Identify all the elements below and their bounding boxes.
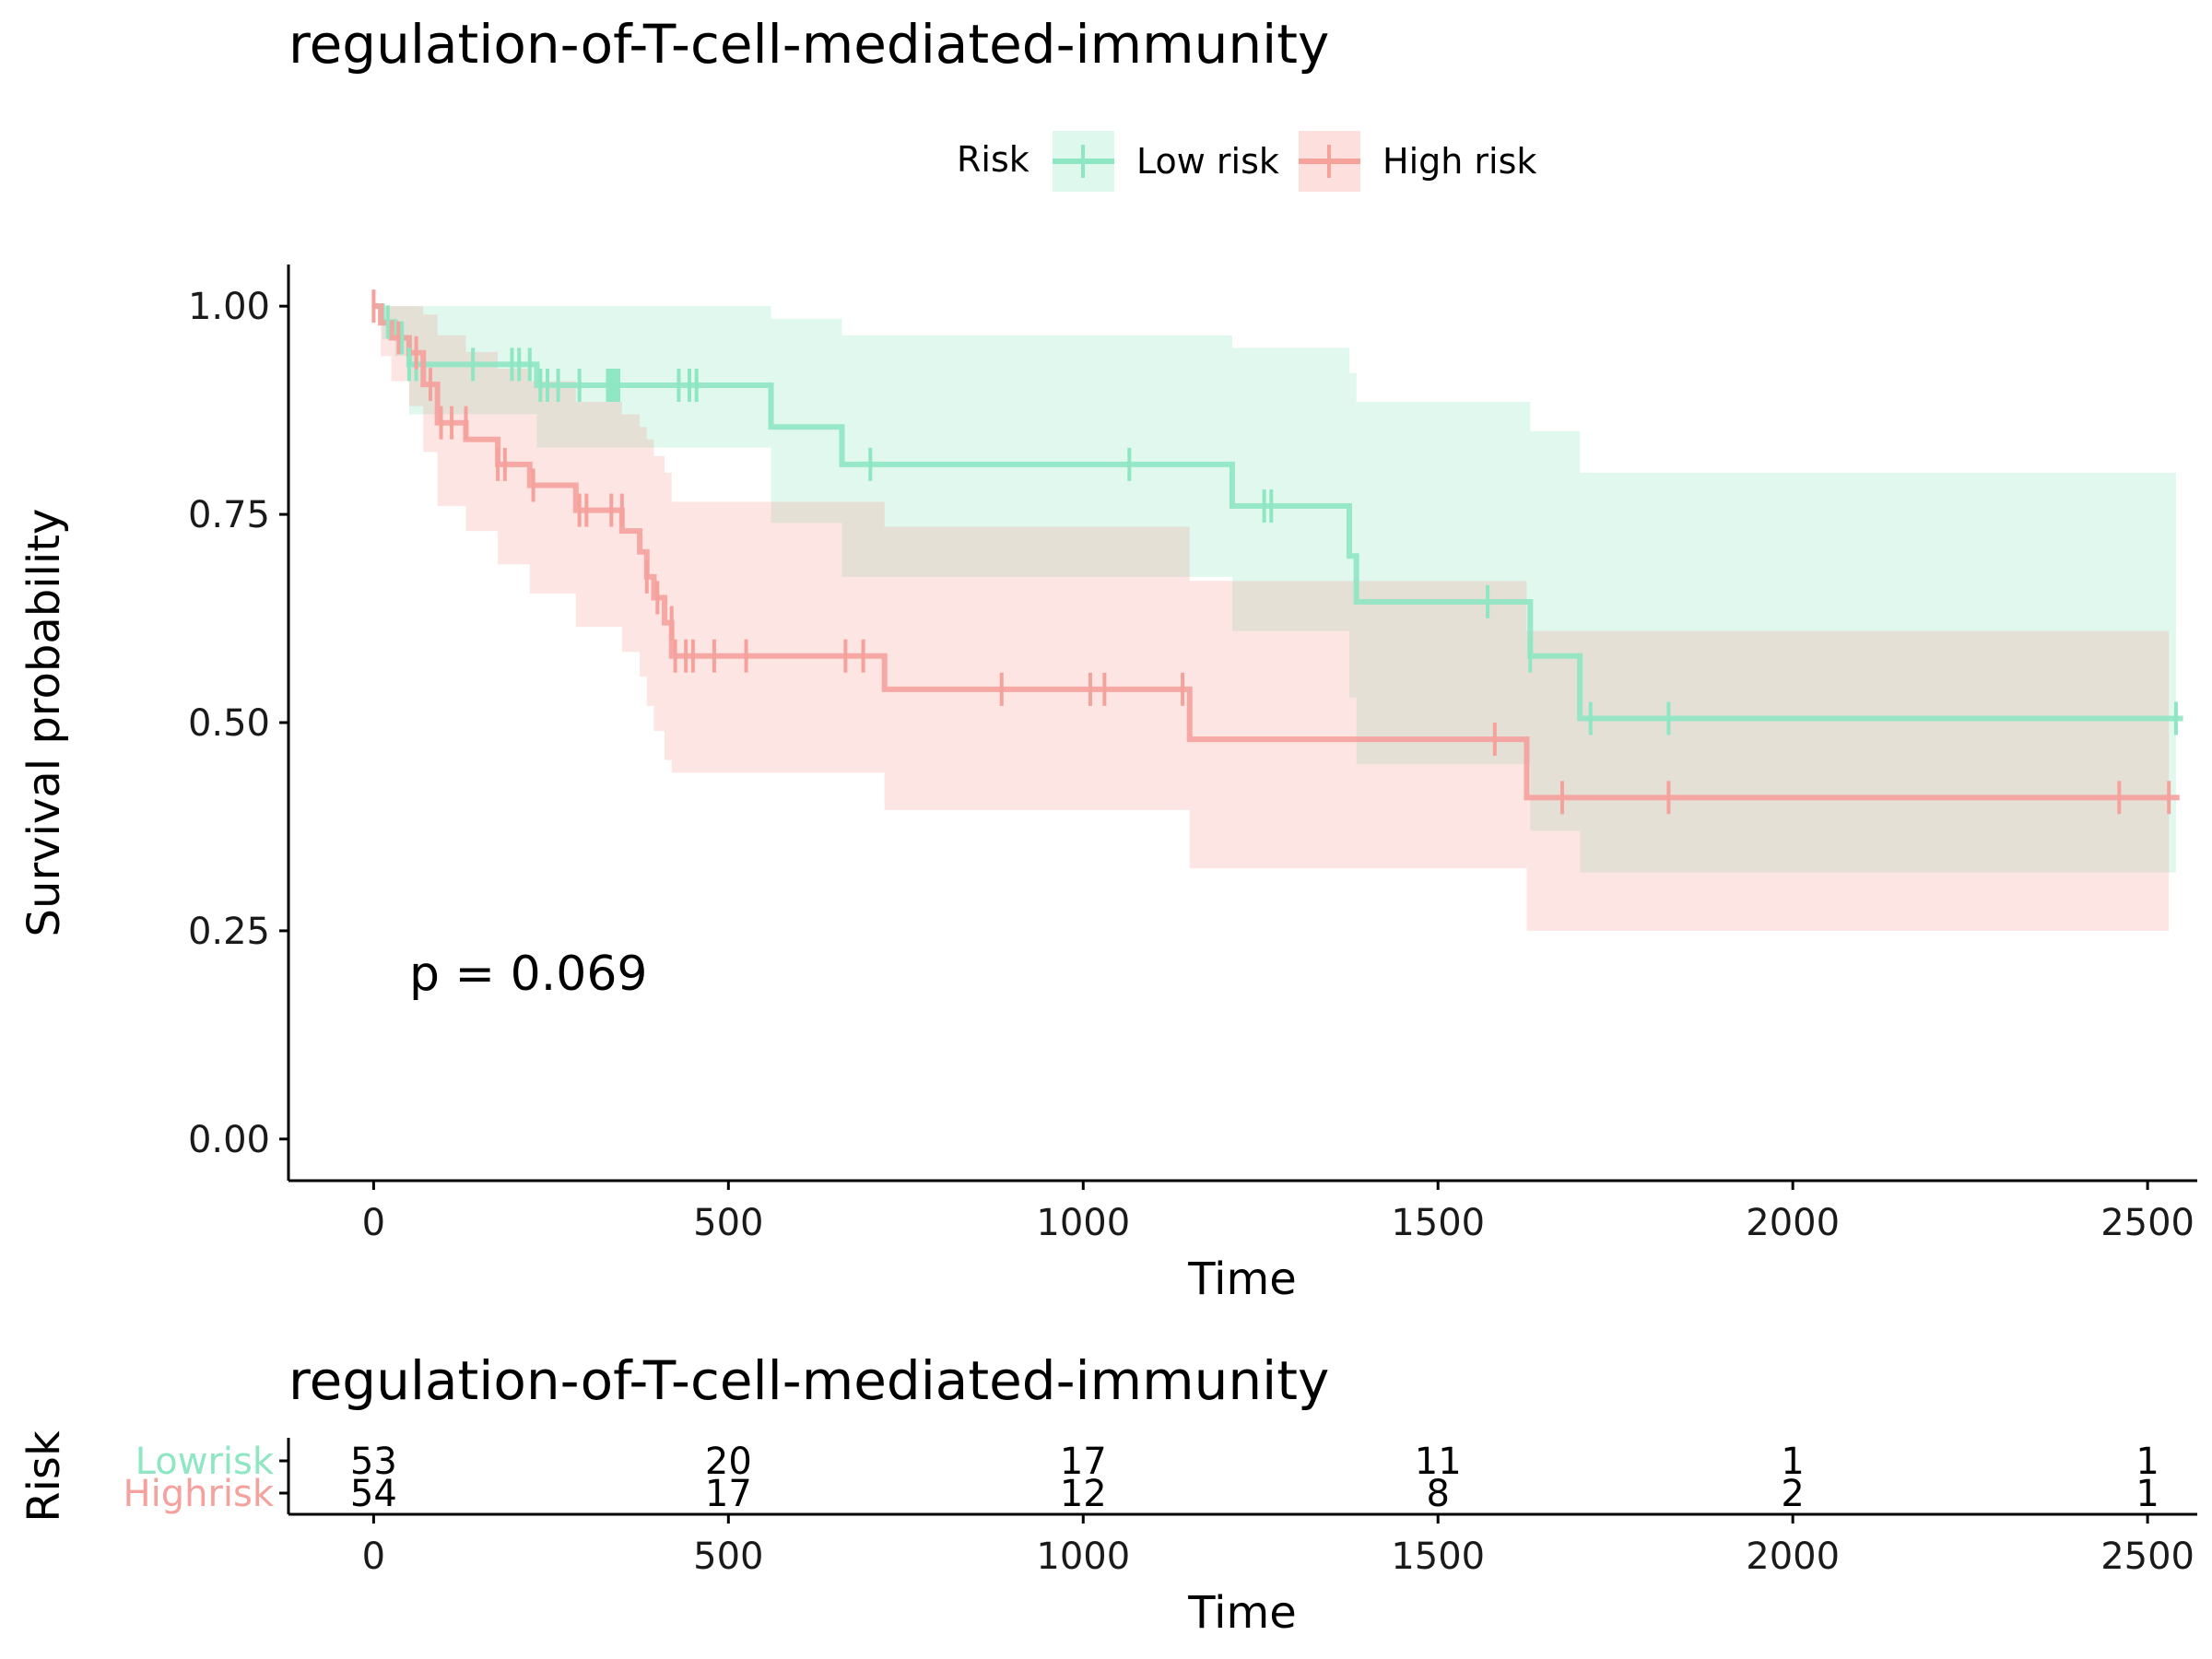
risk-table-x-ticks: 0 500 1000 1500 2000 2500 bbox=[362, 1514, 2194, 1578]
survival-curves bbox=[373, 303, 2183, 801]
x-axis-ticks: 0 500 1000 1500 2000 2500 bbox=[362, 1181, 2194, 1244]
risk-table-x-label: Time bbox=[1187, 1587, 1296, 1639]
p-value-annotation: p = 0.069 bbox=[409, 947, 648, 1002]
risk-x-tick-label: 2000 bbox=[1746, 1535, 1840, 1578]
x-tick-label: 0 bbox=[362, 1202, 385, 1244]
risk-x-tick-label: 0 bbox=[362, 1535, 385, 1578]
censor-marks bbox=[371, 289, 2178, 815]
risk-count-low-risk: 1 bbox=[2136, 1441, 2159, 1483]
y-tick-label: 0.25 bbox=[188, 911, 270, 953]
ci-band-high-risk bbox=[373, 306, 2170, 931]
legend-label-high-risk: High risk bbox=[1382, 141, 1536, 182]
risk-x-tick-label: 1000 bbox=[1036, 1535, 1130, 1578]
x-tick-label: 1500 bbox=[1391, 1202, 1485, 1244]
risk-count-low-risk: 11 bbox=[1415, 1441, 1462, 1483]
x-axis-label: Time bbox=[1187, 1253, 1296, 1305]
confidence-bands bbox=[373, 306, 2176, 931]
legend-item-high-risk: High risk bbox=[1299, 131, 1536, 192]
risk-row-label-low-risk: Lowrisk bbox=[135, 1441, 275, 1483]
risk-x-tick-label: 500 bbox=[693, 1535, 763, 1578]
y-tick-label: 0.50 bbox=[188, 702, 270, 745]
risk-count-high-risk: 12 bbox=[1060, 1473, 1107, 1515]
x-tick-label: 2500 bbox=[2100, 1202, 2194, 1244]
risk-count-low-risk: 53 bbox=[350, 1441, 397, 1483]
plot-title: regulation-of-T-cell-mediated-immunity bbox=[288, 13, 1329, 76]
y-tick-label: 0.75 bbox=[188, 494, 270, 536]
y-tick-label: 0.00 bbox=[188, 1119, 270, 1161]
legend-label-low-risk: Low risk bbox=[1136, 141, 1279, 182]
km-plot: 0.00 0.25 0.50 0.75 1.00 0 500 1000 1500 2000 250… bbox=[18, 265, 2197, 1305]
risk-x-tick-label: 2500 bbox=[2100, 1535, 2194, 1578]
y-axis-ticks: 0.00 0.25 0.50 0.75 1.00 bbox=[188, 286, 288, 1161]
x-tick-label: 1000 bbox=[1036, 1202, 1130, 1244]
risk-count-high-risk: 1 bbox=[2136, 1473, 2159, 1515]
x-tick-label: 500 bbox=[693, 1202, 763, 1244]
risk-count-low-risk: 1 bbox=[1781, 1441, 1804, 1483]
risk-count-low-risk: 20 bbox=[705, 1441, 752, 1483]
x-tick-label: 2000 bbox=[1746, 1202, 1840, 1244]
risk-count-low-risk: 17 bbox=[1060, 1441, 1107, 1483]
legend-title: Risk bbox=[957, 139, 1030, 180]
y-tick-label: 1.00 bbox=[188, 286, 270, 328]
risk-count-high-risk: 17 bbox=[705, 1473, 752, 1515]
y-axis-label: Survival probability bbox=[18, 509, 70, 937]
ci-band-low-risk bbox=[373, 306, 2176, 873]
risk-table-title: regulation-of-T-cell-mediated-immunity bbox=[288, 1349, 1329, 1412]
risk-count-high-risk: 2 bbox=[1781, 1473, 1804, 1515]
legend: Risk Low risk High risk bbox=[957, 131, 1536, 192]
risk-x-tick-label: 1500 bbox=[1391, 1535, 1485, 1578]
legend-item-low-risk: Low risk bbox=[1053, 131, 1279, 192]
survival-curve-high-risk bbox=[373, 303, 2180, 801]
risk-count-high-risk: 54 bbox=[350, 1473, 397, 1515]
risk-row-label-high-risk: Highrisk bbox=[124, 1473, 275, 1515]
risk-table: regulation-of-T-cell-mediated-immunity L… bbox=[18, 1349, 2197, 1639]
risk-count-high-risk: 8 bbox=[1426, 1473, 1449, 1515]
risk-table-y-label: Risk bbox=[18, 1430, 70, 1523]
